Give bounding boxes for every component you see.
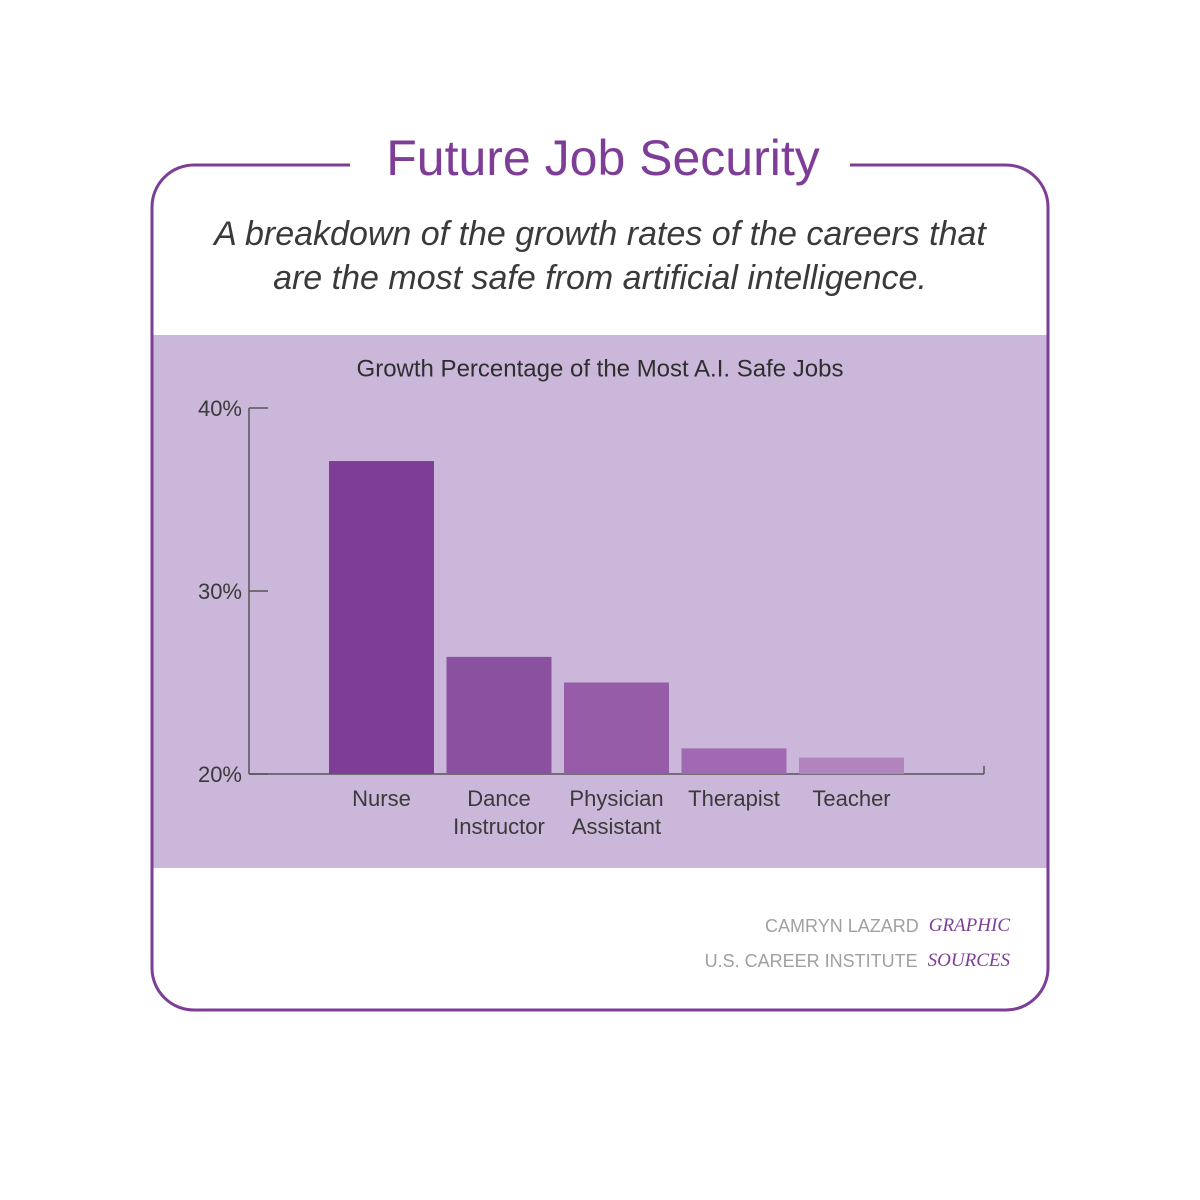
credit-name: U.S. CAREER INSTITUTE: [705, 951, 918, 971]
credit-role: SOURCES: [928, 950, 1011, 971]
x-tick-label: Teacher: [812, 786, 891, 811]
bar: [681, 748, 787, 774]
x-tick-label: Physician Assistant: [569, 786, 664, 839]
credit: U.S. CAREER INSTITUTE SOURCES: [705, 950, 1011, 971]
chart-band: [153, 335, 1047, 868]
chart-title: Growth Percentage of the Most A.I. Safe …: [357, 355, 844, 382]
bar: [446, 656, 552, 774]
subtitle: A breakdown of the growth rates of the c…: [214, 215, 986, 297]
title-gap: [350, 140, 850, 190]
x-tick-label: Therapist: [688, 786, 780, 811]
title: Future Job Security: [386, 130, 820, 186]
y-tick-label: 30%: [198, 579, 242, 604]
credit-role: GRAPHIC: [929, 915, 1011, 936]
y-tick-label: 20%: [198, 762, 242, 787]
credit: CAMRYN LAZARD GRAPHIC: [765, 915, 1010, 936]
x-tick-label: Nurse: [352, 786, 411, 811]
bar: [329, 461, 434, 774]
y-tick-label: 40%: [198, 396, 242, 421]
bar: [564, 682, 669, 774]
x-tick-label: Dance Instructor: [453, 786, 545, 839]
credit-name: CAMRYN LAZARD: [765, 916, 919, 936]
bar: [799, 757, 904, 774]
